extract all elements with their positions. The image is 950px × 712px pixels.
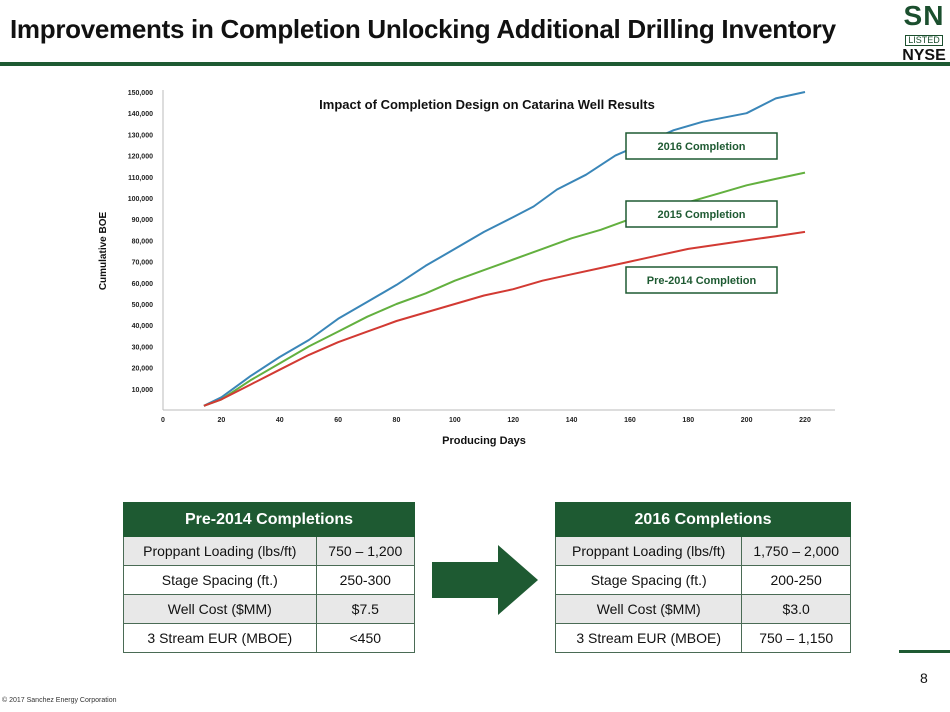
pre-2014-completions-table: Pre-2014 Completions Proppant Loading (l…: [123, 502, 415, 653]
title-divider: [0, 62, 950, 66]
y-tick-label: 50,000: [132, 302, 154, 309]
series-line: [204, 232, 805, 406]
row-label: 3 Stream EUR (MBOE): [556, 624, 742, 653]
annotation-label: 2016 Completion: [657, 141, 745, 153]
y-tick-label: 20,000: [132, 366, 154, 373]
row-label: Stage Spacing (ft.): [124, 566, 317, 595]
logo-exchange: NYSE: [898, 48, 950, 64]
x-tick-label: 160: [624, 417, 636, 424]
y-tick-label: 130,000: [128, 132, 153, 139]
y-tick-label: 90,000: [132, 217, 154, 224]
table-row: Proppant Loading (lbs/ft) 750 – 1,200: [124, 537, 415, 566]
x-tick-label: 220: [799, 417, 811, 424]
copyright-footer: © 2017 Sanchez Energy Corporation: [2, 697, 117, 704]
2016-completions-table: 2016 Completions Proppant Loading (lbs/f…: [555, 502, 851, 653]
y-tick-label: 100,000: [128, 196, 153, 203]
annotation-label: Pre-2014 Completion: [647, 275, 757, 287]
cumulative-boe-chart: 10,000 20,000 30,000 40,000 50,000 60,000 70,0…: [90, 80, 850, 460]
x-tick-label: 40: [276, 417, 284, 424]
y-tick-label: 70,000: [132, 260, 154, 267]
row-value: $3.0: [742, 595, 851, 624]
row-value: <450: [316, 624, 414, 653]
row-label: Proppant Loading (lbs/ft): [556, 537, 742, 566]
logo-listed: LISTED: [905, 35, 943, 46]
row-value: $7.5: [316, 595, 414, 624]
x-tick-label: 0: [161, 417, 165, 424]
row-label: Well Cost ($MM): [124, 595, 317, 624]
logo-ticker: SN: [898, 2, 950, 30]
y-tick-label: 40,000: [132, 323, 154, 330]
row-label: Stage Spacing (ft.): [556, 566, 742, 595]
table-row: 3 Stream EUR (MBOE) <450: [124, 624, 415, 653]
annotation-label: 2015 Completion: [657, 209, 745, 221]
row-label: Well Cost ($MM): [556, 595, 742, 624]
x-tick-label: 200: [741, 417, 753, 424]
row-value: 750 – 1,150: [742, 624, 851, 653]
y-tick-label: 30,000: [132, 344, 154, 351]
table-header: 2016 Completions: [556, 503, 851, 537]
page-number-rule: [899, 650, 950, 653]
x-tick-label: 20: [217, 417, 225, 424]
row-label: Proppant Loading (lbs/ft): [124, 537, 317, 566]
nyse-listed-logo: SN LISTED NYSE: [898, 2, 950, 58]
y-tick-label: 150,000: [128, 90, 153, 97]
y-tick-label: 140,000: [128, 111, 153, 118]
chart-title: Impact of Completion Design on Catarina …: [319, 97, 655, 112]
row-label: 3 Stream EUR (MBOE): [124, 624, 317, 653]
page-title: Improvements in Completion Unlocking Add…: [10, 14, 836, 45]
x-tick-label: 180: [682, 417, 694, 424]
table-row: Well Cost ($MM) $3.0: [556, 595, 851, 624]
table-row: Proppant Loading (lbs/ft) 1,750 – 2,000: [556, 537, 851, 566]
x-axis-label: Producing Days: [442, 435, 526, 447]
y-axis-label: Cumulative BOE: [98, 212, 109, 291]
table-row: Stage Spacing (ft.) 200-250: [556, 566, 851, 595]
x-tick-label: 120: [507, 417, 519, 424]
y-tick-label: 110,000: [128, 175, 153, 182]
y-tick-label: 80,000: [132, 238, 154, 245]
x-tick-label: 60: [334, 417, 342, 424]
page-number: 8: [920, 670, 928, 686]
table-row: Stage Spacing (ft.) 250-300: [124, 566, 415, 595]
x-tick-label: 100: [449, 417, 461, 424]
table-header: Pre-2014 Completions: [124, 503, 415, 537]
table-row: 3 Stream EUR (MBOE) 750 – 1,150: [556, 624, 851, 653]
row-value: 250-300: [316, 566, 414, 595]
x-tick-label: 80: [393, 417, 401, 424]
y-tick-label: 120,000: [128, 154, 153, 161]
row-value: 750 – 1,200: [316, 537, 414, 566]
table-row: Well Cost ($MM) $7.5: [124, 595, 415, 624]
y-tick-label: 60,000: [132, 281, 154, 288]
x-tick-label: 140: [566, 417, 578, 424]
right-arrow-icon: [432, 545, 538, 615]
row-value: 200-250: [742, 566, 851, 595]
row-value: 1,750 – 2,000: [742, 537, 851, 566]
y-tick-label: 10,000: [132, 387, 154, 394]
